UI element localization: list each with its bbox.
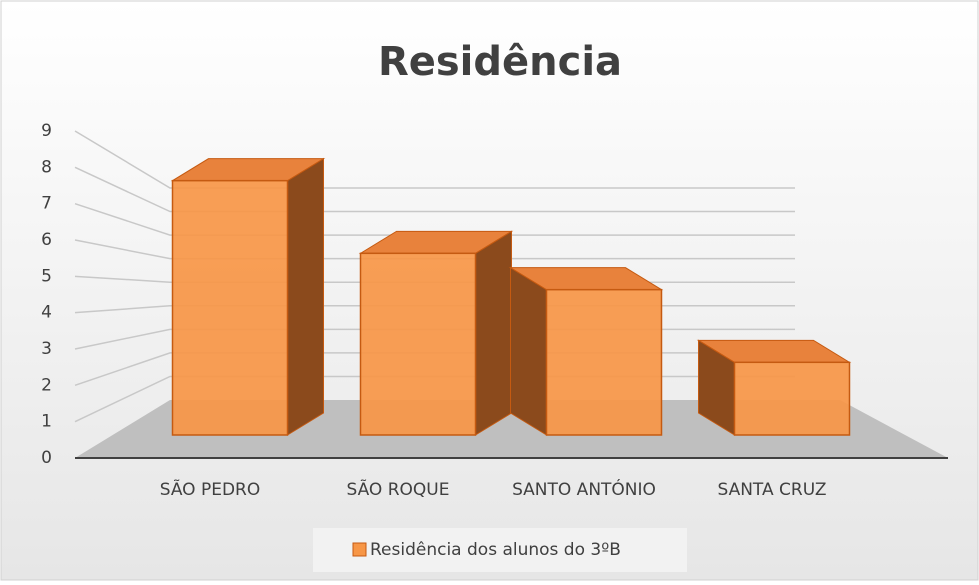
y-tick-label: 9: [41, 121, 52, 141]
bar: [171, 179, 289, 436]
bar: [733, 361, 851, 436]
y-tick-label: 6: [41, 230, 52, 250]
y-tick-label: 5: [41, 266, 52, 286]
grid-line: [74, 166, 795, 213]
grid-line: [74, 239, 795, 260]
grid-line: [74, 202, 795, 236]
y-tick-label: 7: [41, 194, 52, 214]
bar-side: [510, 266, 547, 436]
y-tick-label: 1: [41, 412, 52, 432]
y-tick-label: 2: [41, 375, 52, 395]
bar-side: [475, 230, 512, 436]
x-tick-label: SANTO ANTÓNIO: [512, 478, 656, 500]
legend-box: [313, 528, 687, 572]
x-tick-label: SÃO PEDRO: [160, 478, 261, 500]
bar-side: [287, 157, 324, 436]
bar: [545, 288, 663, 436]
y-tick-label: 3: [41, 339, 52, 359]
y-tick-label: 4: [41, 303, 52, 323]
x-tick-label: SANTA CRUZ: [717, 480, 826, 500]
chart-title: Residência: [378, 39, 622, 85]
y-tick-label: 0: [41, 448, 52, 468]
y-tick-label: 8: [41, 157, 52, 177]
legend-swatch: [352, 542, 367, 557]
bar: [359, 252, 477, 436]
legend-label: Residência dos alunos do 3ºB: [370, 540, 621, 560]
grid-line: [74, 130, 795, 189]
x-tick-label: SÃO ROQUE: [347, 478, 450, 500]
